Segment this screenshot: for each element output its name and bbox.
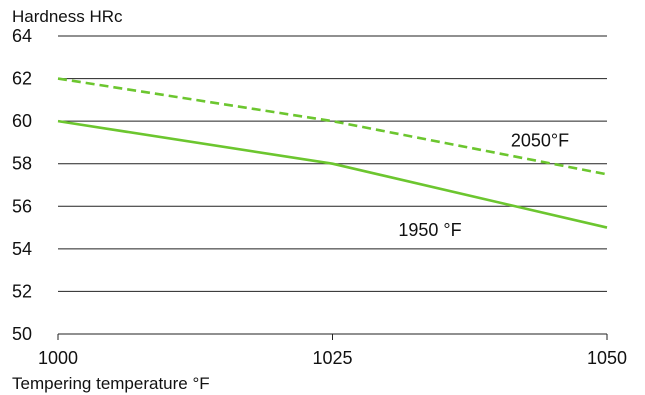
x-tick-label: 1025 (312, 348, 352, 368)
series-line-0 (57, 77, 608, 176)
series-lines (57, 77, 608, 229)
x-tick-label: 1000 (38, 348, 78, 368)
y-tick-label: 60 (12, 111, 32, 131)
x-tick-label: 1050 (587, 348, 627, 368)
grid-lines (58, 35, 607, 335)
y-tick-label: 64 (12, 26, 32, 46)
y-tick-label: 62 (12, 69, 32, 89)
series-label-0: 2050°F (511, 131, 569, 151)
x-axis-title: Tempering temperature °F (12, 374, 210, 393)
series-line-1 (57, 119, 608, 229)
y-tick-label: 58 (12, 154, 32, 174)
series-label-1: 1950 °F (398, 220, 461, 240)
y-tick-label: 52 (12, 281, 32, 301)
y-tick-label: 50 (12, 324, 32, 344)
series-labels: 2050°F 1950 °F (398, 131, 569, 240)
y-axis-title: Hardness HRc (12, 7, 123, 26)
y-tick-label: 56 (12, 196, 32, 216)
x-axis: 1000 1025 1050 (38, 334, 627, 368)
y-tick-label: 54 (12, 239, 32, 259)
y-tick-labels: 50 52 54 56 58 60 62 64 (12, 26, 32, 344)
